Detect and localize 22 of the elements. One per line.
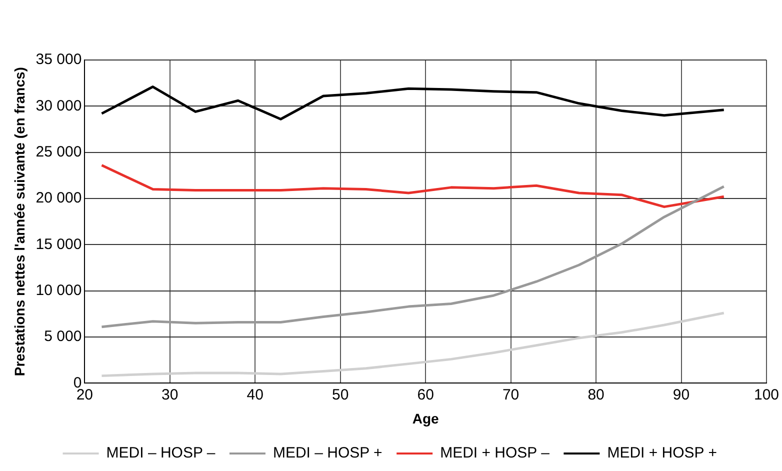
y-tick-label: 10 000 xyxy=(36,282,82,299)
y-tick-label: 15 000 xyxy=(36,236,82,253)
x-tick-label: 70 xyxy=(502,386,520,404)
x-tick-label: 60 xyxy=(417,386,434,404)
legend-label: MEDI – HOSP – xyxy=(106,444,216,462)
y-axis-title: Prestations nettes l'année suivante (en francs) xyxy=(11,67,28,376)
y-tick-label: 30 000 xyxy=(36,97,82,114)
x-tick-label: 50 xyxy=(332,386,349,404)
legend-label: MEDI – HOSP + xyxy=(272,444,383,462)
x-axis-title: Age xyxy=(412,410,440,426)
y-tick-label: 25 000 xyxy=(36,143,82,160)
x-tick-label: 100 xyxy=(754,386,779,404)
x-tick-label: 80 xyxy=(588,386,604,404)
x-tick-label: 90 xyxy=(672,386,690,404)
y-tick-label: 5 000 xyxy=(44,328,82,346)
y-tick-label: 20 000 xyxy=(36,190,82,207)
legend-label: MEDI + HOSP + xyxy=(607,444,718,462)
x-tick-label: 20 xyxy=(76,386,94,404)
legend-label: MEDI + HOSP – xyxy=(440,444,550,462)
x-tick-label: 40 xyxy=(246,386,264,404)
x-tick-label: 30 xyxy=(162,386,178,404)
y-tick-label: 35 000 xyxy=(36,51,82,68)
